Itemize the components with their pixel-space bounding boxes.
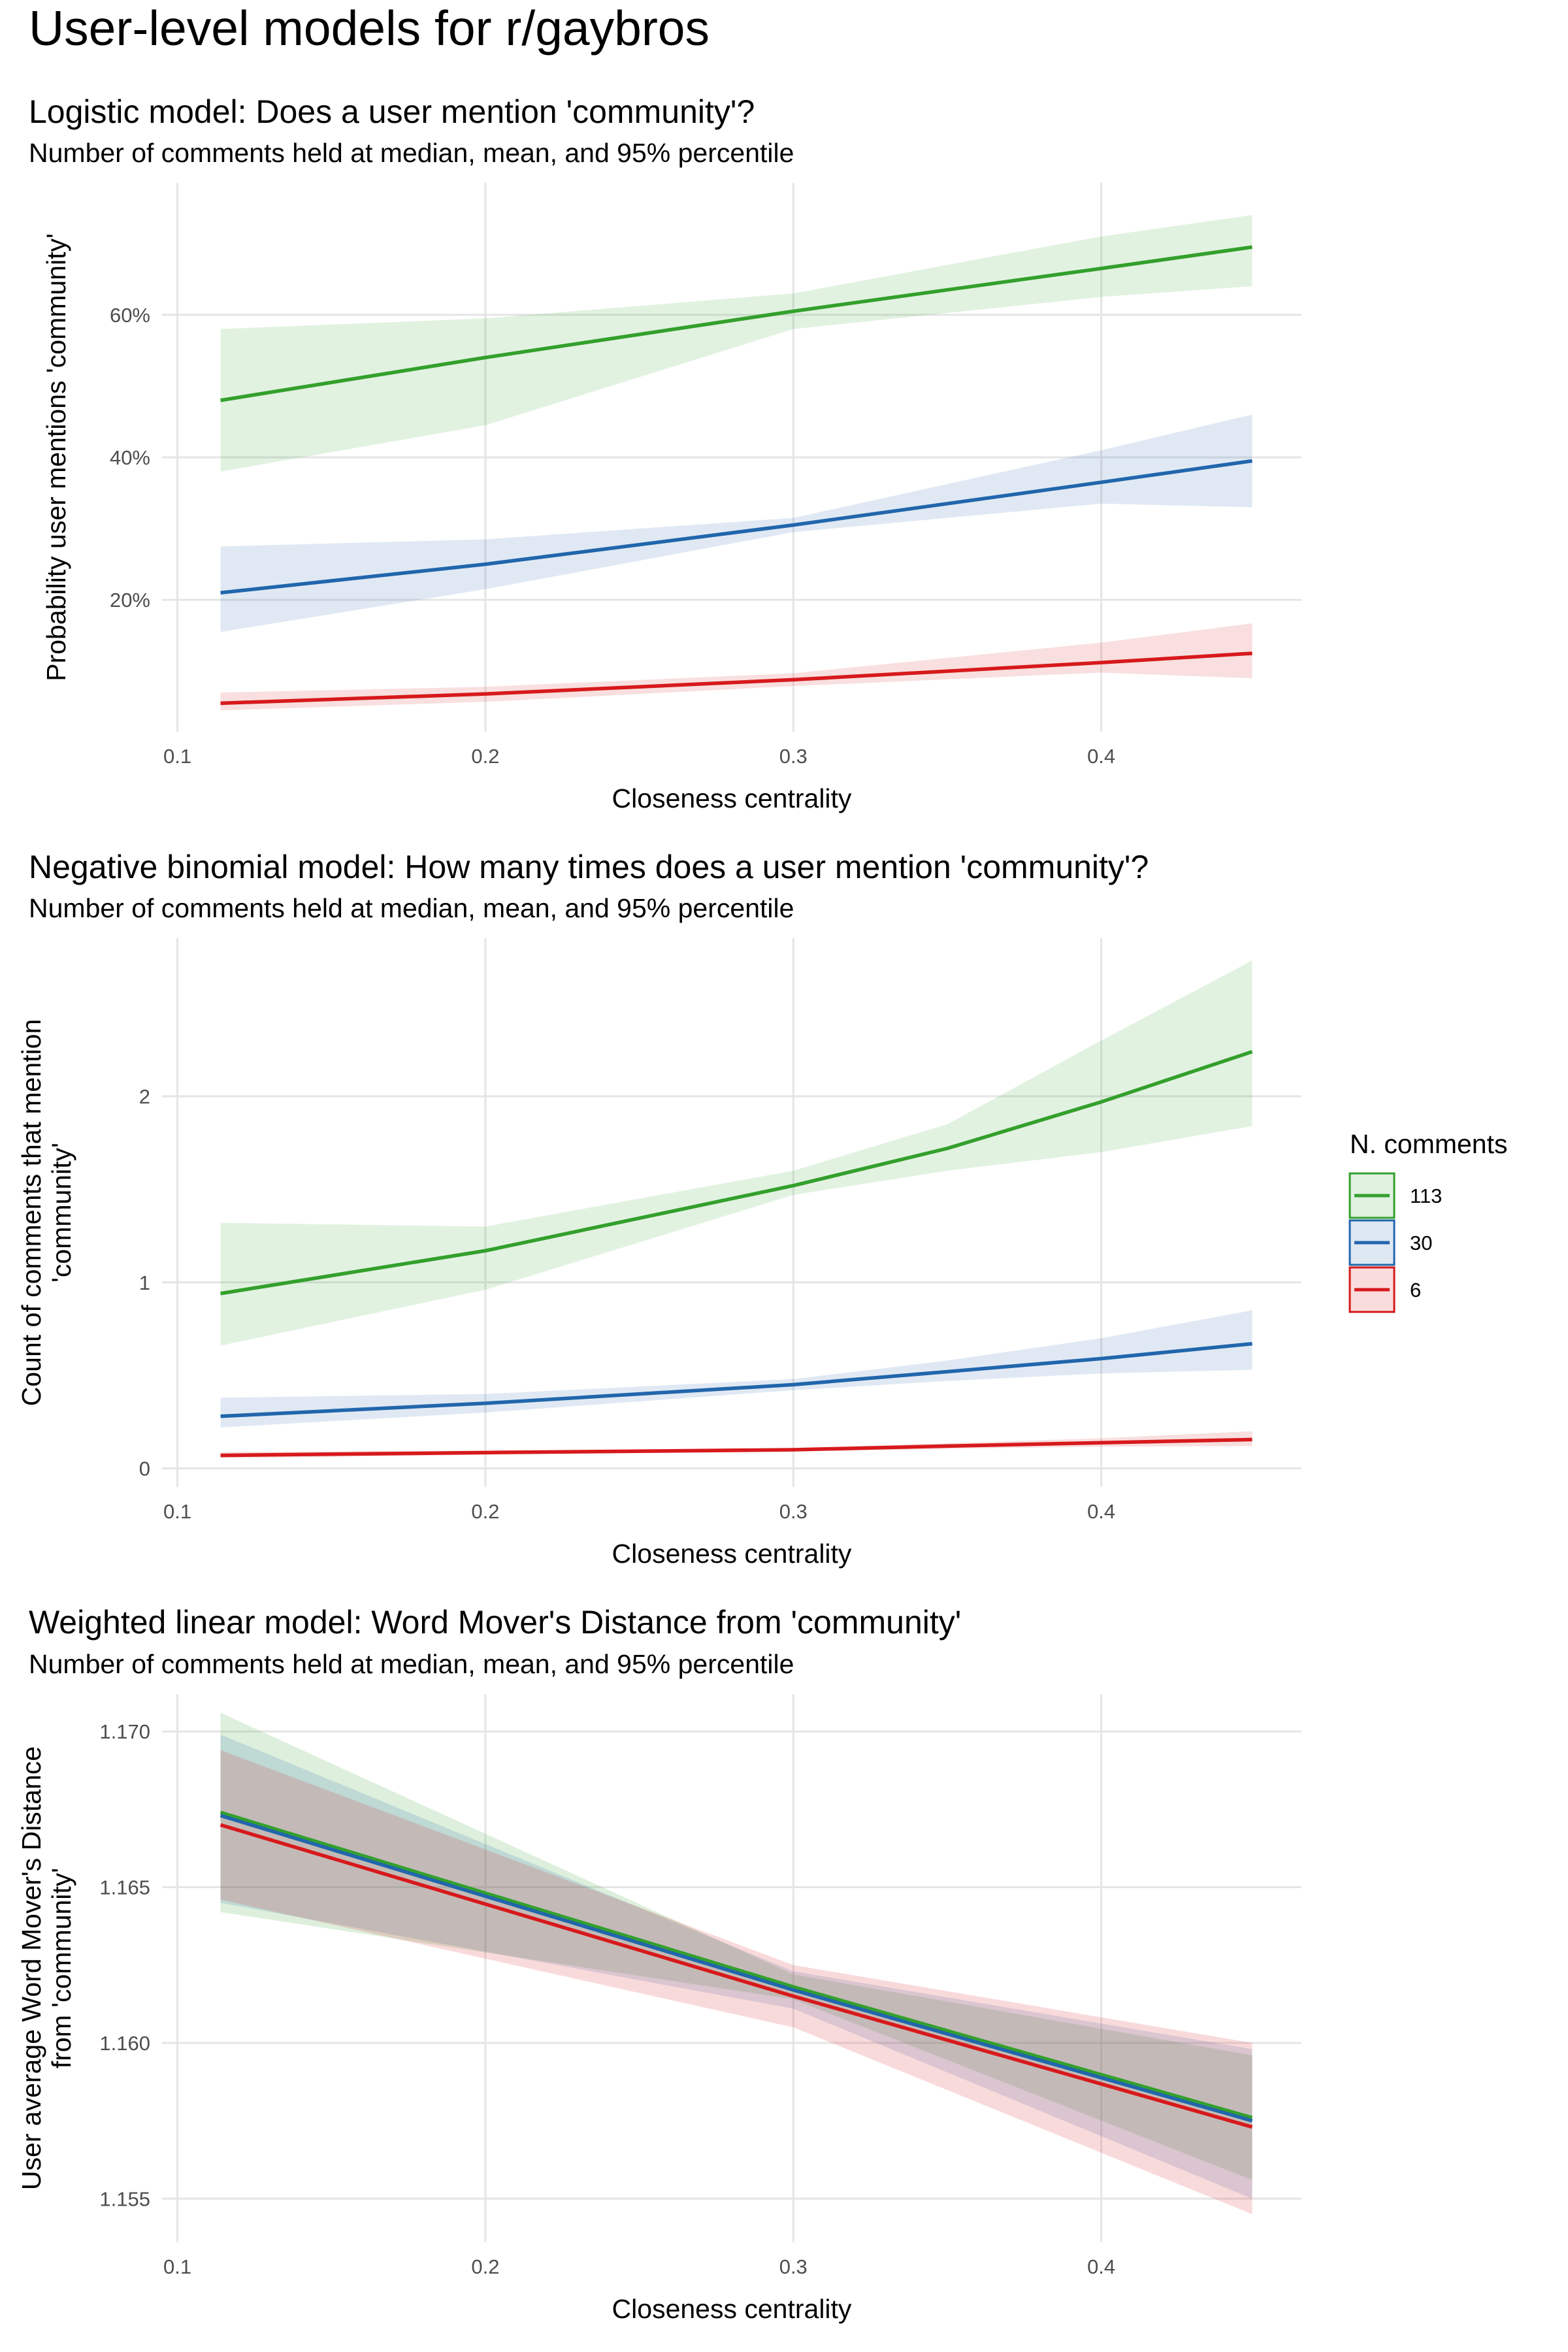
legend: N. comments 113 30 6	[1348, 1129, 1508, 1313]
x-axis-title: Closeness centrality	[612, 2294, 852, 2324]
y-axis-title: Probability user mentions 'community'	[41, 233, 71, 681]
x-tick-label: 0.4	[1087, 745, 1115, 768]
ci-band-113	[220, 215, 1252, 472]
series-line-30	[220, 1342, 1252, 1418]
panel2-subtitle: Number of comments held at median, mean,…	[29, 893, 794, 923]
logistic-panel: 0.1 0.2 0.3 0.4 20% 40% 60% Closeness centralit…	[41, 183, 1301, 813]
x-tick-label: 0.4	[1087, 2255, 1115, 2278]
ci-band-30	[220, 1734, 1252, 2199]
legend-label-30: 30	[1410, 1232, 1432, 1254]
x-tick-label: 0.2	[471, 1500, 499, 1523]
series-line-113	[220, 1050, 1253, 1296]
x-axis-title: Closeness centrality	[612, 1539, 852, 1569]
series-line-113	[220, 245, 1252, 402]
y-tick-label: 1	[139, 1271, 150, 1294]
x-tick-label: 0.1	[163, 745, 191, 768]
y-tick-label: 1.170	[99, 1720, 150, 1743]
y-tick-label: 60%	[110, 304, 150, 327]
x-tick-label: 0.3	[779, 1500, 808, 1523]
series-line-30	[220, 459, 1252, 595]
y-axis-title-line: Count of comments that mention	[16, 1019, 46, 1407]
series-line-6	[220, 651, 1252, 706]
y-tick-label: 2	[139, 1085, 150, 1108]
legend-label-113: 113	[1410, 1184, 1442, 1207]
y-tick-label: 0	[139, 1458, 150, 1480]
panel1-title: Logistic model: Does a user mention 'com…	[29, 93, 755, 130]
y-tick-label: 1.155	[99, 2187, 150, 2210]
negbinom-panel: 0.1 0.2 0.3 0.4 0 1 2 Closeness centrality Count…	[16, 938, 1301, 1569]
legend-title: N. comments	[1350, 1129, 1508, 1159]
y-axis-title-line: 'community'	[46, 1143, 76, 1282]
ci-band-6	[220, 1750, 1252, 2215]
ci-band-6	[220, 623, 1252, 711]
y-tick-label: 1.165	[99, 1876, 150, 1899]
x-axis-title: Closeness centrality	[612, 783, 852, 813]
series-line-30	[220, 1814, 1253, 2123]
y-tick-label: 1.160	[99, 2032, 150, 2055]
ci-band-30	[220, 1310, 1252, 1428]
panel3-subtitle: Number of comments held at median, mean,…	[29, 1649, 794, 1679]
x-tick-label: 0.4	[1087, 1500, 1115, 1523]
y-tick-label: 40%	[110, 446, 150, 469]
panel2-title: Negative binomial model: How many times …	[29, 849, 1149, 885]
x-tick-label: 0.1	[163, 1500, 191, 1523]
x-tick-label: 0.3	[779, 745, 808, 768]
panel3-title: Weighted linear model: Word Mover's Dist…	[29, 1604, 962, 1641]
page-title: User-level models for r/gaybros	[29, 1, 710, 56]
series-line-6	[220, 1823, 1253, 2129]
ci-band-113	[220, 960, 1252, 1346]
legend-label-6: 6	[1410, 1279, 1421, 1301]
x-tick-label: 0.1	[163, 2255, 191, 2278]
series-line-113	[220, 1810, 1253, 2119]
panel1-subtitle: Number of comments held at median, mean,…	[29, 138, 794, 168]
x-tick-label: 0.3	[779, 2255, 808, 2278]
y-axis-title: User average Word Mover's Distancefrom '…	[16, 1746, 76, 2190]
linear-panel: 0.1 0.2 0.3 0.4 1.155 1.160 1.165 1.170 Closenes…	[16, 1694, 1301, 2324]
x-tick-label: 0.2	[471, 745, 499, 768]
ci-band-113	[220, 1712, 1252, 2180]
y-axis-title-line: User average Word Mover's Distance	[16, 1746, 46, 2190]
x-tick-label: 0.2	[471, 2255, 499, 2278]
y-axis-title-line: Probability user mentions 'community'	[41, 233, 71, 681]
y-tick-label: 20%	[110, 589, 150, 612]
ci-band-30	[220, 414, 1252, 632]
y-axis-title: Count of comments that mention'community…	[16, 1019, 76, 1407]
y-axis-title-line: from 'community'	[46, 1868, 76, 2068]
series-line-6	[220, 1437, 1252, 1458]
